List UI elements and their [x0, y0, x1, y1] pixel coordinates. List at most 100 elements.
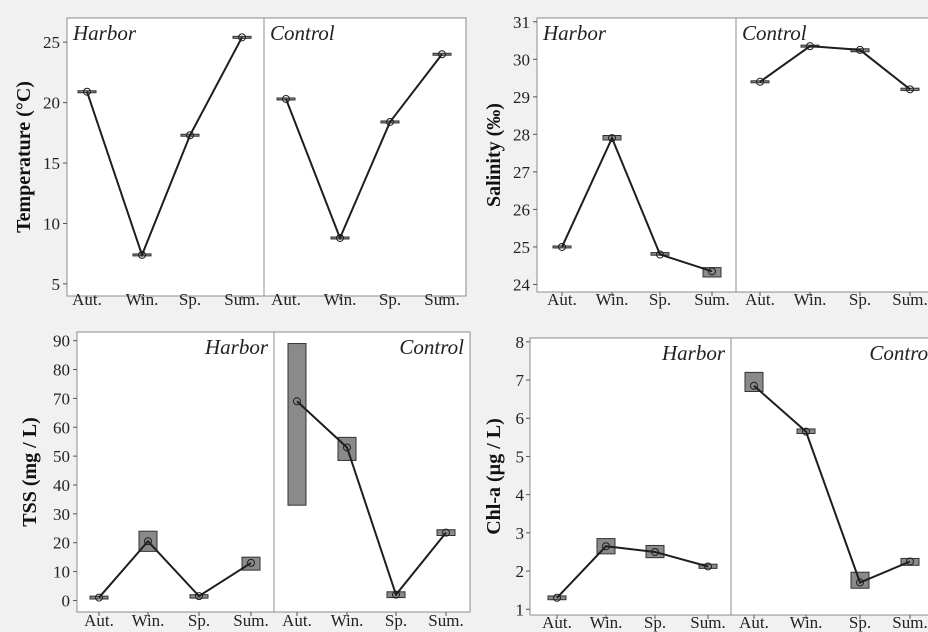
chart-3: 0 10 20 30 40 50 60 70 80 90 TSS (mg / L) Aut. Win. S… [19, 331, 471, 630]
x-tick-label: Sp. [385, 611, 407, 630]
data-point [438, 50, 446, 59]
data-point [856, 578, 864, 587]
x-tick-label: Aut. [84, 611, 114, 630]
range-box [287, 343, 307, 506]
series-control [750, 42, 920, 94]
y-tick-label: 28 [513, 125, 530, 144]
data-point [558, 242, 566, 251]
x-tick-label: Aut. [282, 611, 312, 630]
y-tick-label: 15 [43, 154, 60, 173]
x-tick-label: Aut. [745, 290, 775, 309]
x-tick-label: Sum. [424, 290, 459, 309]
panel-label: Control [742, 21, 807, 45]
y-tick-label: 4 [516, 486, 525, 505]
x-tick-label: Aut. [271, 290, 301, 309]
x-tick-label: Sp. [849, 290, 871, 309]
y-tick-label: 70 [53, 389, 70, 408]
x-tick-label: Sp. [188, 611, 210, 630]
y-tick-label: 0 [62, 591, 71, 610]
series-control [287, 343, 456, 599]
data-point [651, 547, 659, 556]
series-harbor [552, 134, 722, 278]
x-tick-label: Win. [126, 290, 159, 309]
x-tick-label: Sp. [179, 290, 201, 309]
panel-label: Control [270, 21, 335, 45]
y-tick-label: 10 [53, 563, 70, 582]
x-tick-label: Aut. [739, 613, 769, 632]
y-tick-label: 20 [53, 534, 70, 553]
series-control [276, 50, 452, 242]
data-point [83, 87, 91, 96]
series-line [759, 45, 911, 91]
chart-2: 24 25 26 27 28 29 30 31 Salinity (‰) Aut. Win. Sp. S… [483, 13, 928, 309]
data-point [750, 381, 758, 390]
x-tick-label: Sp. [849, 613, 871, 632]
y-axis-label: Temperature (°C) [13, 81, 35, 233]
data-point [856, 45, 864, 54]
y-tick-label: 26 [513, 200, 530, 219]
y-tick-label: 3 [516, 524, 525, 543]
y-tick-label: 1 [516, 600, 525, 619]
series-line [296, 400, 447, 597]
y-tick-label: 90 [53, 332, 70, 351]
x-tick-label: Sum. [233, 611, 268, 630]
series-harbor [89, 530, 261, 602]
series-line [561, 135, 713, 273]
data-point [386, 117, 394, 126]
x-tick-label: Sum. [690, 613, 725, 632]
series-control [744, 371, 920, 589]
data-point [293, 397, 301, 406]
data-point [144, 537, 152, 546]
y-tick-label: 20 [43, 94, 60, 113]
data-point [553, 593, 561, 602]
data-point [238, 33, 246, 42]
panel-label: Control [399, 335, 464, 359]
data-point [247, 558, 255, 567]
series-line [556, 545, 709, 599]
chart-4: 1 2 3 4 5 6 7 8 Chl-a (µg / L) Aut. Win. Sp. Sum. Aut… [483, 333, 928, 632]
data-point [756, 77, 764, 86]
y-tick-label: 25 [43, 33, 60, 52]
data-point [704, 562, 712, 571]
data-point [195, 592, 203, 601]
data-point [708, 267, 716, 276]
data-point [906, 85, 914, 94]
x-tick-label: Win. [324, 290, 357, 309]
y-tick-label: 6 [516, 409, 525, 428]
x-tick-label: Sp. [644, 613, 666, 632]
y-tick-label: 7 [516, 371, 525, 390]
data-point [806, 42, 814, 51]
x-tick-label: Sp. [379, 290, 401, 309]
x-tick-label: Win. [132, 611, 165, 630]
data-point [282, 94, 290, 103]
y-tick-label: 5 [516, 447, 525, 466]
y-tick-label: 40 [53, 476, 70, 495]
y-tick-label: 80 [53, 361, 70, 380]
data-point [95, 593, 103, 602]
series-line [285, 53, 443, 241]
y-tick-label: 50 [53, 447, 70, 466]
y-tick-label: 30 [53, 505, 70, 524]
series-line [86, 36, 243, 258]
x-tick-label: Sum. [694, 290, 729, 309]
x-tick-label: Aut. [542, 613, 572, 632]
panel-label: Harbor [72, 21, 137, 45]
data-point [906, 557, 914, 566]
data-point [186, 131, 194, 140]
data-point [602, 542, 610, 551]
x-tick-label: Sum. [892, 290, 927, 309]
y-tick-label: 5 [52, 275, 61, 294]
x-tick-label: Sum. [428, 611, 463, 630]
plot-area [529, 337, 928, 616]
data-point [608, 134, 616, 143]
y-axis-label: Chl-a (µg / L) [483, 418, 505, 535]
x-tick-label: Win. [790, 613, 823, 632]
y-tick-label: 8 [516, 333, 525, 352]
y-tick-label: 2 [516, 562, 525, 581]
series-line [98, 539, 252, 599]
series-line [753, 385, 911, 584]
x-tick-label: Sum. [892, 613, 927, 632]
y-tick-label: 24 [513, 275, 531, 294]
data-point [343, 443, 351, 452]
